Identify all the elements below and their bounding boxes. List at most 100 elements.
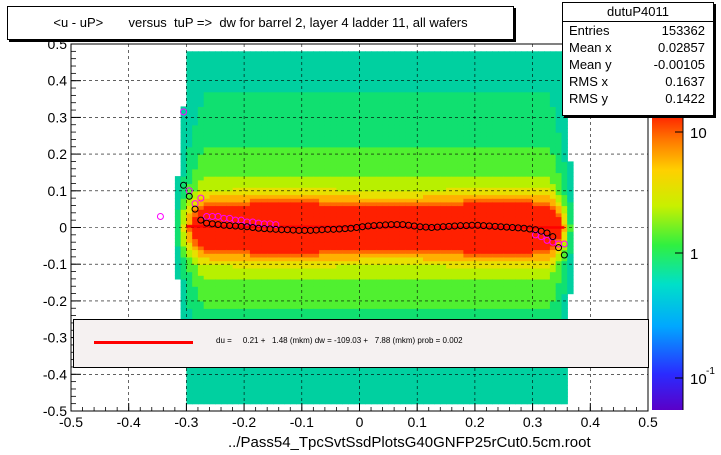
heatmap-cell <box>463 282 470 287</box>
heatmap-cell <box>313 91 320 96</box>
heatmap-cell <box>342 253 349 258</box>
heatmap-cell <box>278 201 286 207</box>
heatmap-cell <box>324 55 332 60</box>
heatmap-cell <box>451 271 459 276</box>
heatmap-cell <box>296 165 303 170</box>
heatmap-cell <box>399 392 407 397</box>
heatmap-cell <box>480 381 488 386</box>
heatmap-cell <box>296 253 303 258</box>
heatmap-cell <box>446 66 453 71</box>
heatmap-cell <box>313 121 320 126</box>
heatmap-cell <box>388 146 395 152</box>
heatmap-cell <box>192 143 199 148</box>
heatmap-cell <box>342 146 349 152</box>
heatmap-cell <box>399 88 407 93</box>
heatmap-cell <box>209 51 216 56</box>
heatmap-cell <box>324 172 332 177</box>
heatmap-cell <box>273 201 280 207</box>
heatmap-cell <box>342 378 349 383</box>
heatmap-cell <box>405 58 413 63</box>
heatmap-cell <box>307 143 314 148</box>
heatmap-cell <box>457 187 464 192</box>
heatmap-cell <box>186 73 193 78</box>
heatmap-cell <box>261 154 268 159</box>
heatmap-cell <box>255 311 262 317</box>
heatmap-cell <box>192 205 199 210</box>
heatmap-cell <box>434 260 441 265</box>
heatmap-cell <box>307 242 314 247</box>
heatmap-cell <box>180 311 187 317</box>
heatmap-cell <box>203 238 211 243</box>
heatmap-cell <box>399 227 407 232</box>
heatmap-cell <box>273 51 280 56</box>
heatmap-cell <box>197 370 205 375</box>
heatmap-cell <box>423 106 430 111</box>
heatmap-cell <box>319 289 326 295</box>
heatmap-cell <box>434 132 441 137</box>
heatmap-cell <box>359 121 366 126</box>
heatmap-cell <box>359 209 366 214</box>
heatmap-cell <box>417 201 424 207</box>
heatmap-cell <box>209 264 216 269</box>
heatmap-cell <box>221 176 228 181</box>
heatmap-cell <box>353 370 361 375</box>
heatmap-cell <box>336 264 343 269</box>
heatmap-cell <box>348 172 355 177</box>
heatmap-cell <box>382 157 389 163</box>
heatmap-cell <box>399 73 407 78</box>
heatmap-cell <box>249 278 257 284</box>
heatmap-cell <box>376 378 384 383</box>
heatmap-cell <box>319 139 326 144</box>
heatmap-cell <box>330 84 338 89</box>
heatmap-cell <box>428 117 436 122</box>
heatmap-cell <box>446 117 453 122</box>
heatmap-cell <box>371 161 378 166</box>
heatmap-cell <box>342 88 349 93</box>
heatmap-cell <box>411 55 418 60</box>
heatmap-cell <box>255 253 262 258</box>
heatmap-cell <box>474 132 482 137</box>
heatmap-cell <box>203 157 211 163</box>
heatmap-cell <box>261 396 268 401</box>
heatmap-cell <box>255 117 262 122</box>
heatmap-cell <box>405 238 413 243</box>
heatmap-cell <box>197 389 205 394</box>
heatmap-cell <box>255 132 262 137</box>
heatmap-cell <box>394 216 401 221</box>
heatmap-cell <box>261 91 268 96</box>
heatmap-cell <box>411 161 418 166</box>
heatmap-cell <box>388 187 395 192</box>
heatmap-cell <box>232 245 239 251</box>
heatmap-cell <box>174 238 182 243</box>
heatmap-cell <box>192 69 199 74</box>
heatmap-cell <box>428 216 436 221</box>
heatmap-cell <box>203 256 211 262</box>
heatmap-cell <box>428 102 436 107</box>
heatmap-cell <box>215 234 222 240</box>
heatmap-cell <box>273 168 280 174</box>
heatmap-cell <box>434 275 441 280</box>
heatmap-cell <box>330 275 338 280</box>
heatmap-cell <box>203 172 211 177</box>
heatmap-cell <box>382 242 389 247</box>
heatmap-cell <box>353 51 361 56</box>
heatmap-cell <box>209 396 216 401</box>
heatmap-cell <box>209 400 216 405</box>
heatmap-cell <box>203 62 211 67</box>
heatmap-cell <box>255 66 262 71</box>
heatmap-cell <box>232 264 239 269</box>
heatmap-cell <box>359 234 366 240</box>
heatmap-cell <box>319 227 326 232</box>
heatmap-cell <box>273 113 280 118</box>
heatmap-cell <box>405 135 413 140</box>
heatmap-cell <box>428 378 436 383</box>
heatmap-cell <box>353 400 361 405</box>
heatmap-cell <box>249 172 257 177</box>
heatmap-cell <box>278 106 286 111</box>
heatmap-cell <box>388 157 395 163</box>
heatmap-cell <box>330 242 338 247</box>
heatmap-cell <box>319 69 326 74</box>
heatmap-cell <box>301 378 309 383</box>
heatmap-cell <box>261 220 268 225</box>
heatmap-cell <box>186 121 193 126</box>
